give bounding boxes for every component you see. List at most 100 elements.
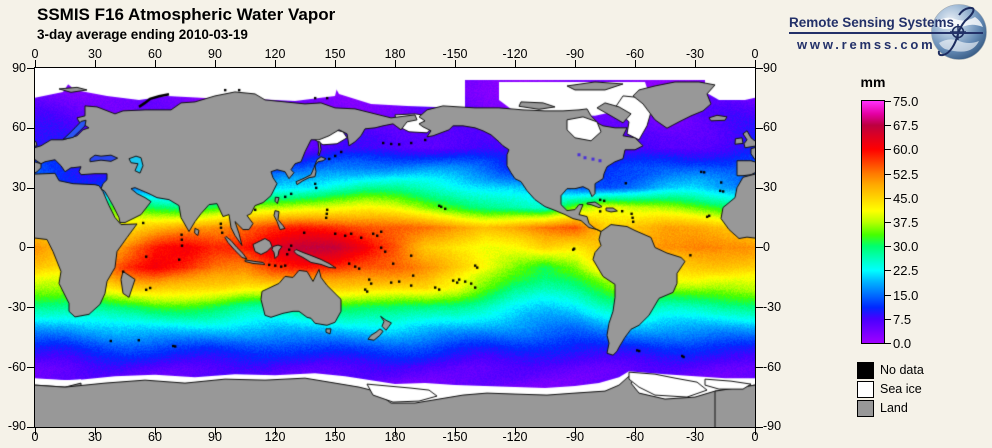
colorbar-tick: [885, 246, 891, 248]
axis-tick: [756, 187, 763, 189]
map-frame: [34, 67, 756, 428]
legend-label: No data: [880, 363, 924, 377]
legend-label: Sea ice: [880, 382, 922, 396]
colorbar-unit-label: mm: [860, 74, 886, 90]
axis-tick: [215, 428, 216, 435]
colorbar-tick-label: 30.0: [893, 239, 919, 255]
colorbar-tick: [885, 173, 891, 175]
colorbar-tick: [885, 294, 891, 296]
axis-tick: [275, 60, 276, 67]
axis-label-lon-top: 150: [324, 47, 346, 61]
axis-tick: [755, 60, 756, 67]
colorbar-tick: [885, 222, 891, 223]
water-vapor-map: [35, 68, 755, 427]
axis-tick: [155, 60, 156, 67]
axis-label-lon-top: 90: [208, 47, 222, 61]
axis-label-lon-bottom: 150: [324, 430, 346, 444]
axis-tick: [635, 60, 636, 67]
page-subtitle: 3-day average ending 2010-03-19: [37, 27, 248, 42]
legend-swatch-sea-ice: [857, 381, 874, 398]
axis-tick: [35, 60, 36, 67]
axis-label-lon-top: -120: [502, 47, 528, 61]
axis-tick: [635, 428, 636, 435]
axis-tick: [455, 60, 456, 67]
axis-tick: [395, 428, 396, 435]
axis-tick: [27, 367, 34, 369]
axis-tick: [155, 428, 156, 435]
page-title: SSMIS F16 Atmospheric Water Vapor: [37, 5, 336, 24]
colorbar: [861, 100, 885, 344]
axis-label-lon-top: -60: [625, 47, 645, 61]
axis-label-lat-left: 60: [12, 120, 26, 135]
axis-tick: [335, 428, 336, 435]
axis-label-lat-left: 90: [12, 60, 26, 75]
axis-tick: [575, 428, 576, 435]
axis-tick: [695, 60, 696, 67]
axis-label-lon-top: -30: [685, 47, 705, 61]
axis-tick: [756, 68, 763, 69]
colorbar-tick: [885, 101, 891, 102]
colorbar-tick-label: 67.5: [893, 118, 919, 134]
axis-label-lat-right: 30: [763, 180, 777, 195]
axis-label-lon-bottom: 120: [264, 430, 286, 444]
axis-label-lat-left: 30: [12, 180, 26, 195]
legend-swatch-no-data: [857, 362, 874, 379]
axis-tick: [215, 60, 216, 67]
axis-tick: [756, 367, 763, 369]
colorbar-tick-label: 75.0: [893, 94, 919, 109]
axis-label-lon-top: 30: [88, 47, 102, 61]
axis-tick: [455, 428, 456, 435]
axis-tick: [575, 60, 576, 67]
axis-label-lat-left: -60: [7, 359, 26, 374]
colorbar-tick-label: 60.0: [893, 142, 919, 158]
axis-label-lon-bottom: -90: [565, 430, 585, 444]
axis-tick: [695, 428, 696, 435]
colorbar-tick-label: 0.0: [893, 336, 912, 351]
colorbar-tick: [885, 125, 891, 127]
legend-label: Land: [880, 401, 908, 415]
axis-label-lon-bottom: -150: [442, 430, 468, 444]
axis-label-lat-left: -30: [7, 299, 26, 314]
colorbar-tick-label: 45.0: [893, 190, 919, 206]
axis-tick: [95, 428, 96, 435]
axis-tick: [756, 127, 763, 129]
axis-label-lon-top: 60: [148, 47, 162, 61]
colorbar-tick: [885, 149, 891, 151]
axis-label-lat-left: 0: [19, 239, 26, 254]
axis-label-lon-bottom: 0: [31, 430, 39, 444]
legend-swatch-land: [857, 400, 874, 417]
axis-tick: [27, 187, 34, 189]
axis-label-lon-top: 0: [751, 47, 759, 61]
colorbar-tick: [885, 270, 891, 272]
axis-label-lat-right: 60: [763, 120, 777, 135]
axis-tick: [335, 60, 336, 67]
axis-tick: [515, 60, 516, 67]
axis-label-lon-bottom: 60: [148, 430, 162, 444]
axis-label-lon-bottom: -30: [685, 430, 705, 444]
axis-tick: [756, 426, 763, 428]
colorbar-tick: [885, 318, 891, 320]
colorbar-tick-label: 7.5: [893, 311, 912, 327]
axis-label-lat-right: -90: [763, 419, 782, 434]
colorbar-tick-label: 15.0: [893, 287, 919, 303]
axis-label-lon-bottom: 90: [208, 430, 222, 444]
brand-url-link[interactable]: www.remss.com: [797, 37, 936, 52]
axis-label-lat-right: 90: [763, 60, 777, 75]
axis-label-lon-top: -90: [565, 47, 585, 61]
axis-tick: [27, 127, 34, 129]
axis-tick: [756, 307, 763, 309]
axis-tick: [275, 428, 276, 435]
brand-underline: [789, 32, 983, 34]
axis-label-lat-right: 0: [763, 239, 770, 254]
axis-tick: [395, 60, 396, 67]
axis-tick: [27, 307, 34, 309]
axis-tick: [27, 68, 34, 69]
axis-tick: [27, 426, 34, 428]
colorbar-tick: [885, 343, 891, 344]
axis-tick: [756, 247, 763, 249]
axis-tick: [35, 428, 36, 435]
colorbar-tick-label: 37.5: [893, 215, 919, 230]
axis-label-lon-top: 0: [31, 47, 39, 61]
axis-label-lon-bottom: 0: [751, 430, 759, 444]
